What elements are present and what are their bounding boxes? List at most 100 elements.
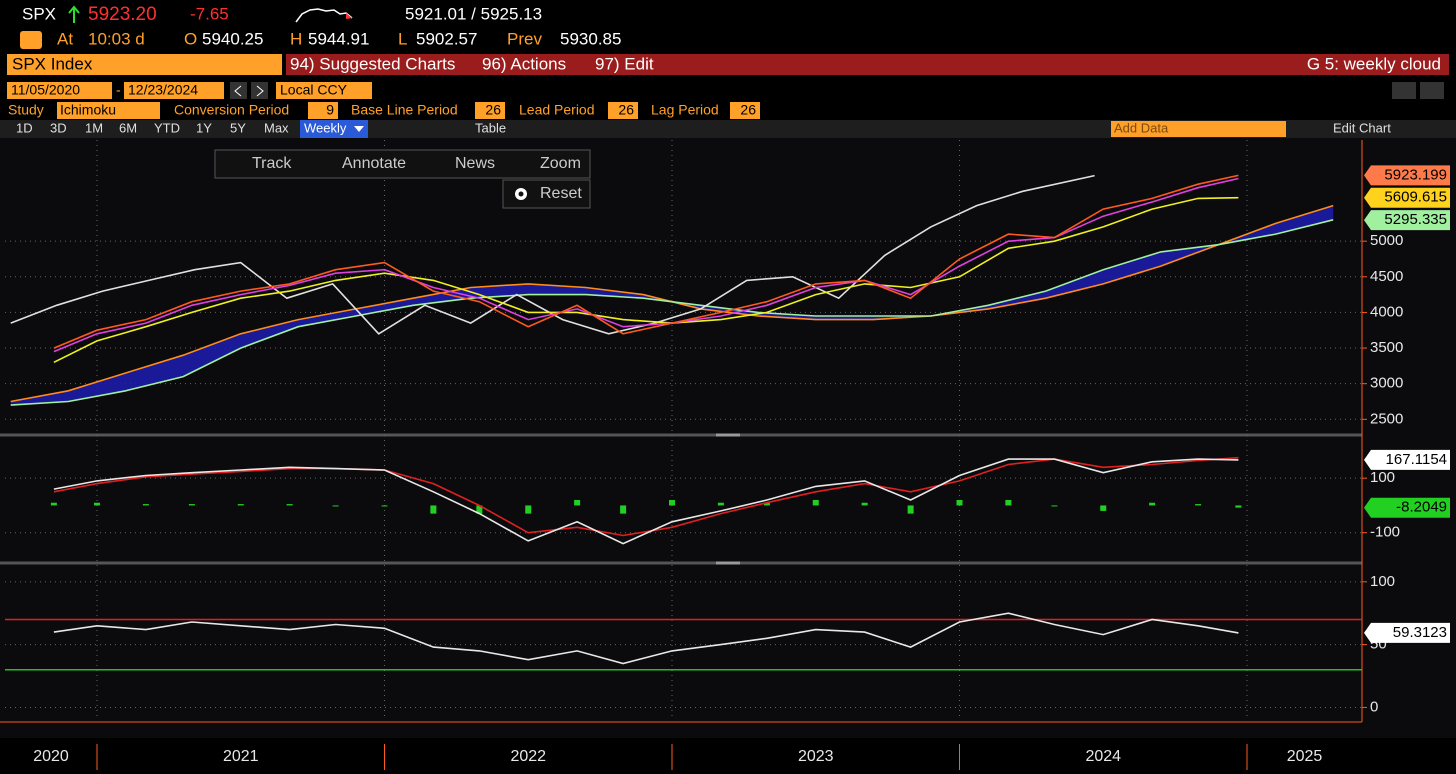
param-field[interactable] xyxy=(308,102,338,119)
price-change: -7.65 xyxy=(190,4,229,23)
start-date-field[interactable] xyxy=(7,82,112,99)
prev-icon xyxy=(234,85,242,97)
menu-bar xyxy=(286,54,1449,75)
period-button[interactable]: 3D xyxy=(50,120,67,135)
series-line xyxy=(53,458,1239,545)
histogram-bar xyxy=(237,504,244,506)
ichimoku-cloud xyxy=(10,205,1334,406)
study-label: Study xyxy=(8,102,44,118)
chart-tool[interactable]: Annotate xyxy=(342,155,406,172)
edit-chart[interactable]: Edit Chart xyxy=(1333,120,1391,135)
series-line xyxy=(10,219,1334,406)
last-value-label: -8.2049 xyxy=(1396,499,1447,516)
period-button[interactable]: 1D xyxy=(16,120,33,135)
prev-button[interactable] xyxy=(230,82,247,99)
histogram-bar xyxy=(1005,500,1012,506)
param-value: 26 xyxy=(485,102,501,118)
prev: 5930.85 xyxy=(560,29,621,48)
next-icon xyxy=(256,85,264,97)
last-value-label: 5295.335 xyxy=(1384,211,1447,228)
histogram-bar xyxy=(188,504,195,506)
security-field[interactable] xyxy=(7,54,282,75)
histogram-bar xyxy=(763,502,770,506)
histogram-bar xyxy=(1100,505,1107,511)
param-field[interactable] xyxy=(730,102,760,119)
param-field[interactable] xyxy=(475,102,505,119)
histogram-bar xyxy=(956,500,963,506)
open: 5940.25 xyxy=(202,29,263,48)
histogram-bar xyxy=(669,500,675,506)
period-button[interactable]: Max xyxy=(264,120,289,135)
period-button[interactable]: YTD xyxy=(154,120,180,135)
histogram-bar xyxy=(907,505,914,514)
menu-item[interactable]: 94) Suggested Charts xyxy=(290,54,455,73)
end-date-field[interactable] xyxy=(124,82,224,99)
sparkline xyxy=(295,8,353,23)
year-label: 2022 xyxy=(510,748,546,765)
last-value-box xyxy=(1364,449,1450,470)
low: 5902.57 xyxy=(416,29,477,48)
chart-tool[interactable]: News xyxy=(455,155,495,172)
y-tick-label: 4500 xyxy=(1370,268,1403,285)
currency: Local CCY xyxy=(280,82,348,98)
y-tick-label: 4000 xyxy=(1370,303,1403,320)
param-value: 9 xyxy=(326,102,334,118)
y-tick-label: 3500 xyxy=(1370,339,1403,356)
frequency: Weekly xyxy=(304,120,347,135)
histogram-bar xyxy=(812,500,819,506)
y-tick-label: 100 xyxy=(1370,573,1395,590)
last-value-box xyxy=(1364,622,1450,643)
high: 5944.91 xyxy=(308,29,369,48)
period-button[interactable]: 5Y xyxy=(230,120,246,135)
next-button[interactable] xyxy=(251,82,268,99)
chart-tool[interactable]: Reset xyxy=(540,185,582,202)
period-button[interactable]: 1Y xyxy=(196,120,212,135)
histogram-bar xyxy=(1149,502,1156,506)
alert-icon[interactable] xyxy=(20,31,42,49)
param-value: 26 xyxy=(740,102,756,118)
time: 10:03 d xyxy=(88,29,145,48)
period-button[interactable]: 6M xyxy=(119,120,137,135)
menu-item[interactable]: 97) Edit xyxy=(595,54,654,73)
period-button[interactable]: 1M xyxy=(85,120,103,135)
undo-button[interactable] xyxy=(1392,82,1416,99)
bid-ask: 5921.01 / 5925.13 xyxy=(405,4,542,23)
histogram-bar xyxy=(430,505,437,514)
histogram-bar xyxy=(525,505,532,514)
year-label: 2024 xyxy=(1085,748,1121,765)
study-field[interactable] xyxy=(57,102,160,119)
security: SPX Index xyxy=(12,54,93,73)
table-button[interactable]: Table xyxy=(475,120,506,135)
year-label: 2023 xyxy=(798,748,834,765)
histogram-bar xyxy=(620,505,627,514)
param-label: Lag Period xyxy=(651,102,719,118)
histogram-bar xyxy=(94,502,100,506)
last-value-label: 5923.199 xyxy=(1384,166,1447,183)
histogram-bar xyxy=(717,502,724,506)
plot-background xyxy=(0,138,1456,738)
last-value-box xyxy=(1364,187,1450,208)
param-field[interactable] xyxy=(608,102,638,119)
currency-field[interactable] xyxy=(276,82,372,99)
y-tick-label: 2500 xyxy=(1370,410,1403,427)
menu-item[interactable]: 96) Actions xyxy=(482,54,566,73)
histogram-bar xyxy=(476,505,483,514)
chart-tool[interactable]: Track xyxy=(252,155,292,172)
param-label: Conversion Period xyxy=(174,102,289,118)
open-label: O xyxy=(184,29,197,48)
redo-button[interactable] xyxy=(1420,82,1444,99)
last-value-label: 167.1154 xyxy=(1386,451,1447,468)
y-tick-label: 100 xyxy=(1370,469,1395,486)
series-line xyxy=(53,456,1239,537)
chart-tool[interactable]: Zoom xyxy=(540,155,581,172)
high-label: H xyxy=(290,29,302,48)
histogram-bar xyxy=(50,502,57,506)
add-data-field[interactable] xyxy=(1111,121,1286,137)
frequency-button[interactable] xyxy=(300,120,368,138)
param-label: Lead Period xyxy=(519,102,595,118)
histogram-bar xyxy=(574,500,581,506)
sparkline-end xyxy=(346,13,352,19)
reset-icon-hole xyxy=(518,191,524,197)
histogram-bar xyxy=(142,504,149,506)
